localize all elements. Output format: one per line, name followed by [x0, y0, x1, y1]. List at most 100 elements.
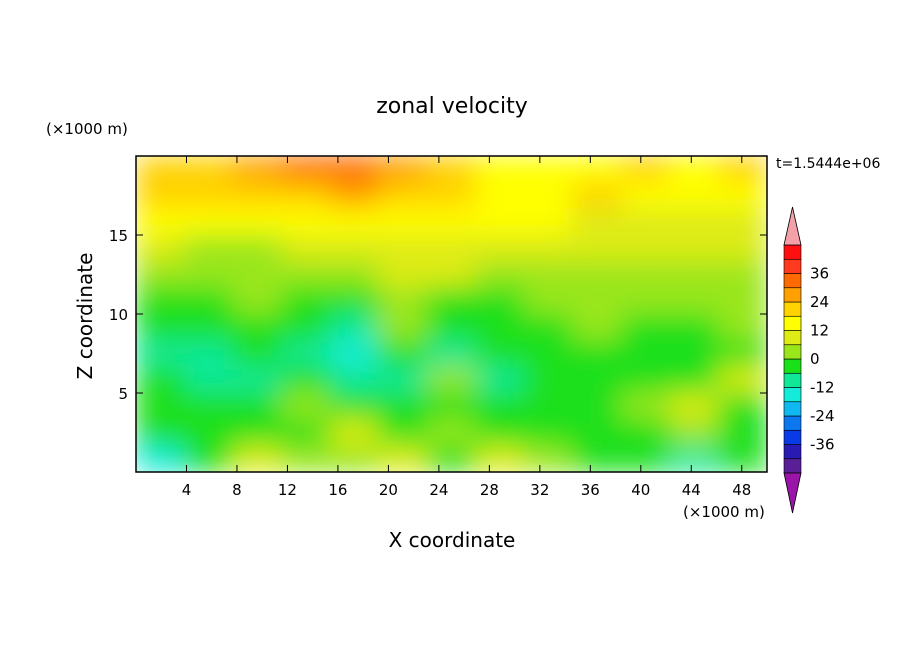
field-cell — [669, 366, 719, 394]
field-cell — [136, 339, 186, 368]
field-cell — [281, 392, 331, 420]
field-cell — [620, 339, 671, 368]
field-cell — [426, 181, 477, 210]
x-tick-label: 40 — [631, 481, 650, 499]
x-tick-label: 48 — [732, 481, 751, 499]
field-cell — [232, 260, 283, 289]
field-cell — [281, 366, 331, 394]
field-cell — [329, 392, 380, 420]
field-cell — [281, 339, 331, 368]
field-cell — [184, 260, 234, 289]
field-cell — [426, 392, 477, 420]
colorbar-segment — [783, 287, 802, 303]
field-cell — [232, 287, 283, 315]
field-cell — [620, 366, 671, 394]
field-cell — [475, 445, 525, 472]
field-cell — [329, 366, 380, 394]
colorbar-segment — [783, 415, 802, 431]
field-cell — [523, 366, 574, 394]
colorbar-segment — [783, 315, 802, 331]
field-cell — [329, 339, 380, 368]
field-cell — [136, 181, 186, 210]
field-cell — [523, 156, 574, 183]
field-cell — [232, 234, 283, 262]
colorbar-segment — [783, 372, 802, 388]
x-tick-label: 8 — [232, 481, 242, 499]
field-cell — [232, 156, 283, 183]
field-cell — [378, 156, 428, 183]
field-cell — [378, 287, 428, 315]
colorbar: 36 24 12 0 -12 -24 -36 — [783, 206, 835, 514]
field-cell — [426, 287, 477, 315]
x-axis-label: X coordinate — [389, 528, 516, 552]
field-cell — [136, 208, 186, 236]
field-cell — [717, 445, 767, 472]
field-cell — [523, 339, 574, 368]
field-cell — [523, 418, 574, 447]
field-cell — [136, 234, 186, 262]
field-cell — [475, 313, 525, 341]
field-cell — [717, 287, 767, 315]
chart-title: zonal velocity — [376, 94, 528, 119]
field-cell — [523, 260, 574, 289]
field-cell — [136, 156, 186, 183]
colorbar-segment — [783, 401, 802, 417]
y-axis: 5 10 15 — [109, 227, 767, 403]
x-tick-label: 24 — [429, 481, 448, 499]
field-cell — [426, 445, 477, 472]
field-cell — [475, 208, 525, 236]
field-cell — [669, 313, 719, 341]
x-tick-label: 36 — [581, 481, 600, 499]
field-cell — [620, 392, 671, 420]
field-cell — [475, 418, 525, 447]
field-cell — [232, 392, 283, 420]
field-cell — [572, 313, 622, 341]
field-cell — [572, 287, 622, 315]
field-cell — [475, 181, 525, 210]
field-cell — [329, 260, 380, 289]
field-cell — [329, 208, 380, 236]
field-cell — [620, 208, 671, 236]
field-cell — [717, 418, 767, 447]
field-cell — [426, 208, 477, 236]
field-cell — [523, 392, 574, 420]
field-cell — [281, 445, 331, 472]
field-cell — [184, 313, 234, 341]
field-cell — [620, 156, 671, 183]
field-cell — [329, 445, 380, 472]
field-cell — [329, 418, 380, 447]
field-cell — [378, 392, 428, 420]
field-cell — [717, 234, 767, 262]
field-cell — [281, 418, 331, 447]
field-cell — [426, 234, 477, 262]
field-cell — [475, 366, 525, 394]
y-axis-label: Z coordinate — [73, 253, 97, 380]
field-cell — [426, 313, 477, 341]
field-cell — [523, 445, 574, 472]
field-cell — [281, 313, 331, 341]
field-cell — [669, 445, 719, 472]
colorbar-tick-label: 36 — [810, 265, 829, 283]
field-cell — [281, 234, 331, 262]
field-cell — [475, 234, 525, 262]
field-cell — [184, 445, 234, 472]
field-cell — [572, 366, 622, 394]
field-cell — [136, 260, 186, 289]
x-tick-label: 16 — [328, 481, 347, 499]
field-cell — [426, 156, 477, 183]
field-cell — [232, 339, 283, 368]
field-cell — [717, 313, 767, 341]
x-tick-label: 12 — [278, 481, 297, 499]
field-cell — [184, 339, 234, 368]
field-cell — [378, 260, 428, 289]
field-cell — [184, 208, 234, 236]
field-cell — [426, 418, 477, 447]
colorbar-over-arrow — [783, 206, 802, 246]
field-cell — [329, 287, 380, 315]
field-cell — [378, 445, 428, 472]
colorbar-segment — [783, 344, 802, 360]
field-cell — [184, 392, 234, 420]
field-cell — [572, 339, 622, 368]
colorbar-segment — [783, 273, 802, 289]
field-cell — [184, 181, 234, 210]
